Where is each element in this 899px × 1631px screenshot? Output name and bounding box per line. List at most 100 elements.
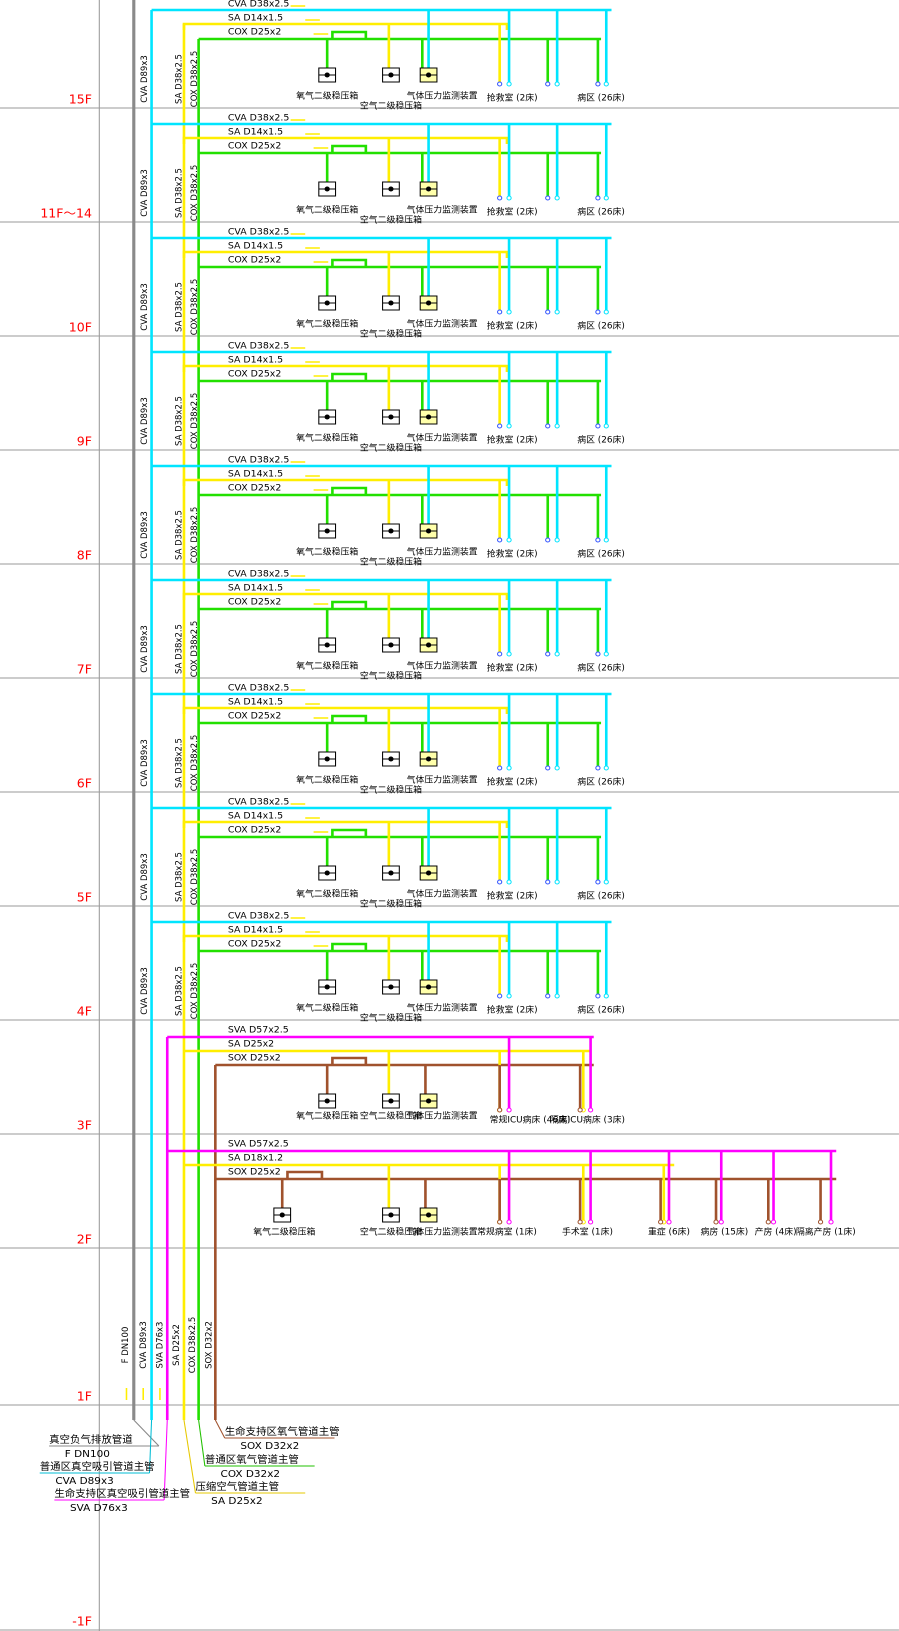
outlet <box>595 993 601 999</box>
outlet <box>765 1219 771 1225</box>
pipe <box>182 820 509 828</box>
equipment-label: 气体压力监测装置 <box>407 1110 478 1122</box>
box-detail <box>425 1212 432 1218</box>
main-spec: SOX D32x2 <box>240 1441 299 1452</box>
box-detail <box>324 642 330 648</box>
pipe-label: COX D25x2 <box>228 711 281 722</box>
equipment-label: 抢救室 (2床) <box>487 548 538 560</box>
floor-label: 11F～14 <box>40 207 92 221</box>
riser-label: SA D25x2 <box>172 1324 182 1366</box>
pipe-label: CVA D38x2.5 <box>228 569 290 580</box>
outlet <box>497 423 503 429</box>
outlet <box>506 1219 512 1225</box>
box-detail <box>388 300 394 306</box>
riser-label: SA D38x2.5 <box>174 852 184 902</box>
equipment-label: 病区 (26床) <box>577 206 625 218</box>
pipe-label: SOX D25x2 <box>228 1167 281 1178</box>
outlet <box>595 537 601 543</box>
equipment-label: 空气二级稳压箱 <box>360 898 422 910</box>
pipe-label: SA D14x1.5 <box>228 127 283 138</box>
equipment-label: 手术室 (1床) <box>562 1226 613 1238</box>
pipe-label: SA D14x1.5 <box>228 583 283 594</box>
pipe-label: SA D14x1.5 <box>228 13 283 24</box>
pipe-label: CVA D38x2.5 <box>228 341 290 352</box>
riser-label: SA D38x2.5 <box>174 54 184 104</box>
outlet <box>497 765 503 771</box>
floor-label: 7F <box>77 663 92 677</box>
outlet <box>545 537 551 543</box>
outlet <box>554 537 560 543</box>
pipe <box>331 714 368 723</box>
box-detail <box>388 1098 394 1104</box>
outlet <box>595 651 601 657</box>
pipe <box>182 706 509 714</box>
pipe-label: CVA D38x2.5 <box>228 455 290 466</box>
outlet <box>658 1219 664 1225</box>
riser-label: COX D38x2.5 <box>190 393 200 449</box>
main-name: 压缩空气管道主管 <box>195 1480 279 1493</box>
equipment-label: 氧气二级稳压箱 <box>296 1110 358 1122</box>
main-spec: SVA D76x3 <box>70 1503 128 1514</box>
outlet <box>554 651 560 657</box>
box-detail <box>425 756 432 762</box>
equipment-label: 空气二级稳压箱 <box>360 328 422 340</box>
equipment-label: 空气二级稳压箱 <box>360 784 422 796</box>
outlet <box>603 195 609 201</box>
outlet <box>554 81 560 87</box>
pipe <box>331 258 368 267</box>
riser-label: CVA D89x3 <box>140 511 150 558</box>
riser-label: COX D38x2.5 <box>188 1317 198 1373</box>
pipe-label: COX D25x2 <box>228 483 281 494</box>
floor-label: 6F <box>77 777 92 791</box>
floor-label: 8F <box>77 549 92 563</box>
equipment-label: 气体压力监测装置 <box>407 204 478 216</box>
pipe-label: SA D14x1.5 <box>228 469 283 480</box>
pipe <box>182 136 509 144</box>
outlet <box>497 879 503 885</box>
outlet <box>497 537 503 543</box>
outlet <box>603 993 609 999</box>
box-detail <box>425 414 432 420</box>
outlet <box>497 1219 503 1225</box>
box-detail <box>388 414 394 420</box>
outlet <box>666 1219 672 1225</box>
equipment-label: 氧气二级稳压箱 <box>296 774 358 786</box>
outlet <box>545 81 551 87</box>
floor-label: -1F <box>72 1615 92 1629</box>
equipment-label: 抢救室 (2床) <box>487 662 538 674</box>
outlet <box>554 195 560 201</box>
riser-label: SOX D32x2 <box>204 1321 214 1369</box>
box-detail <box>324 300 330 306</box>
outlet <box>506 309 512 315</box>
outlet <box>595 81 601 87</box>
pipe <box>182 22 509 30</box>
main-name: 普通区真空吸引管道主管 <box>40 1460 155 1473</box>
outlet <box>595 879 601 885</box>
equipment-label: 病区 (26床) <box>577 548 625 560</box>
riser-label: CVA D89x3 <box>140 967 150 1014</box>
pipe-label: COX D25x2 <box>228 141 281 152</box>
equipment-label: 氧气二级稳压箱 <box>296 1002 358 1014</box>
outlet <box>506 81 512 87</box>
outlet <box>554 309 560 315</box>
outlet <box>545 765 551 771</box>
outlet <box>603 423 609 429</box>
riser-label: COX D38x2.5 <box>190 621 200 677</box>
pipe-label: SA D14x1.5 <box>228 355 283 366</box>
equipment-label: 气体压力监测装置 <box>407 660 478 672</box>
outlet <box>770 1219 777 1225</box>
pipe-label: CVA D38x2.5 <box>228 113 290 124</box>
outlet <box>497 309 503 315</box>
floor-label: 1F <box>77 1390 92 1404</box>
riser-label: CVA D89x3 <box>139 1321 149 1368</box>
riser-label: COX D38x2.5 <box>190 963 200 1019</box>
riser-label: SA D38x2.5 <box>174 966 184 1016</box>
equipment-label: 气体压力监测装置 <box>407 90 478 102</box>
box-detail <box>388 984 394 990</box>
pipe-label: CVA D38x2.5 <box>228 797 290 808</box>
equipment-label: 抢救室 (2床) <box>487 890 538 902</box>
riser-label: CVA D89x3 <box>140 283 150 330</box>
equipment-label: 氧气二级稳压箱 <box>296 660 358 672</box>
equipment-label: 空气二级稳压箱 <box>360 1012 422 1024</box>
box-detail <box>425 642 432 648</box>
